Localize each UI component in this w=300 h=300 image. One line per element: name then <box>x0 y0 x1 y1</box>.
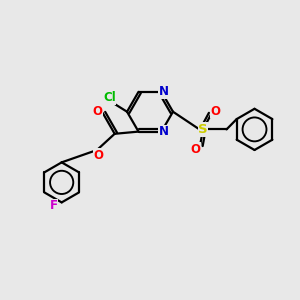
Text: O: O <box>211 105 221 118</box>
Text: N: N <box>159 85 169 98</box>
Text: O: O <box>94 149 103 162</box>
Text: O: O <box>93 105 103 118</box>
Text: O: O <box>190 142 201 156</box>
Text: F: F <box>50 200 57 212</box>
Text: Cl: Cl <box>103 92 116 104</box>
Text: N: N <box>159 125 169 138</box>
Text: S: S <box>198 123 208 136</box>
